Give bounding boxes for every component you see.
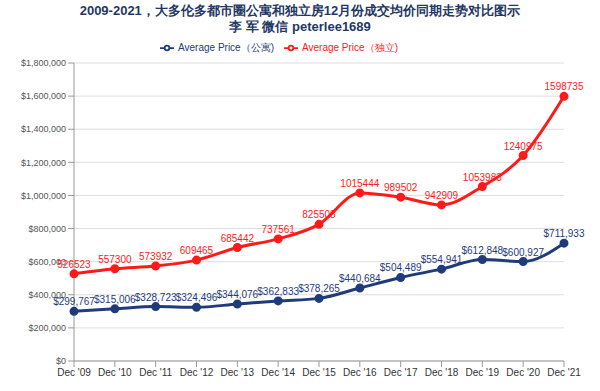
svg-text:737561: 737561 [261, 224, 295, 235]
svg-text:Dec '21: Dec '21 [547, 367, 581, 378]
svg-text:Dec '18: Dec '18 [425, 367, 459, 378]
svg-text:Dec '12: Dec '12 [180, 367, 214, 378]
svg-text:$200,000: $200,000 [28, 323, 66, 333]
svg-text:685442: 685442 [221, 233, 255, 244]
svg-text:$1,600,000: $1,600,000 [21, 91, 66, 101]
svg-text:$324,496: $324,496 [176, 292, 218, 303]
svg-text:Dec '11: Dec '11 [139, 367, 172, 378]
svg-text:$378,265: $378,265 [298, 283, 340, 294]
html-text:Average Price（独立): Average Price（独立) [302, 42, 398, 53]
svg-text:$299,767: $299,767 [53, 296, 95, 307]
svg-text:$1,800,000: $1,800,000 [21, 58, 66, 68]
svg-text:1053983: 1053983 [463, 172, 502, 183]
svg-text:1015444: 1015444 [340, 178, 379, 189]
svg-text:Dec '15: Dec '15 [302, 367, 336, 378]
svg-text:557300: 557300 [98, 254, 132, 265]
svg-text:$315,006: $315,006 [94, 294, 136, 305]
svg-text:Dec '19: Dec '19 [466, 367, 500, 378]
svg-text:Dec '13: Dec '13 [221, 367, 255, 378]
svg-text:573932: 573932 [139, 251, 173, 262]
svg-text:526523: 526523 [57, 259, 91, 270]
svg-text:$328,723: $328,723 [135, 292, 177, 303]
svg-text:$344,076: $344,076 [216, 289, 258, 300]
svg-text:$612,848: $612,848 [461, 245, 503, 256]
svg-text:$400,000: $400,000 [28, 290, 66, 300]
svg-text:1240975: 1240975 [504, 141, 543, 152]
svg-text:$362,833: $362,833 [257, 286, 299, 297]
svg-text:609465: 609465 [180, 245, 214, 256]
svg-text:Dec '09: Dec '09 [57, 367, 91, 378]
svg-text:$440,684: $440,684 [339, 273, 381, 284]
svg-text:Dec '14: Dec '14 [261, 367, 295, 378]
svg-text:$600,927: $600,927 [502, 247, 544, 258]
svg-text:$1,200,000: $1,200,000 [21, 158, 66, 168]
svg-text:$0: $0 [56, 356, 66, 366]
svg-text:825508: 825508 [302, 209, 336, 220]
svg-text:989502: 989502 [384, 182, 418, 193]
svg-text:$1,000,000: $1,000,000 [21, 191, 66, 201]
svg-text:Dec '17: Dec '17 [384, 367, 418, 378]
svg-text:$600,000: $600,000 [28, 256, 66, 267]
svg-text:1598735: 1598735 [545, 81, 584, 92]
svg-text:$1,400,000: $1,400,000 [21, 124, 66, 134]
svg-text:Dec '10: Dec '10 [98, 367, 132, 378]
svg-text:$504,489: $504,489 [380, 262, 422, 273]
html-text:Average Price（公寓): Average Price（公寓) [178, 42, 274, 53]
svg-text:$711,933: $711,933 [544, 228, 585, 239]
svg-text:Dec '20: Dec '20 [506, 367, 540, 378]
html-text:2009-2021，大多伦多都市圈公寓和独立房12月份成交均: 2009-2021，大多伦多都市圈公寓和独立房12月份成交均价同期走势对比图示 [79, 3, 521, 18]
svg-text:$554,941: $554,941 [421, 254, 463, 265]
svg-text:942909: 942909 [425, 190, 459, 201]
svg-text:$800,000: $800,000 [28, 224, 66, 234]
html-text:李 军 微信 peterlee1689: 李 军 微信 peterlee1689 [229, 19, 371, 34]
svg-text:Dec '16: Dec '16 [343, 367, 377, 378]
